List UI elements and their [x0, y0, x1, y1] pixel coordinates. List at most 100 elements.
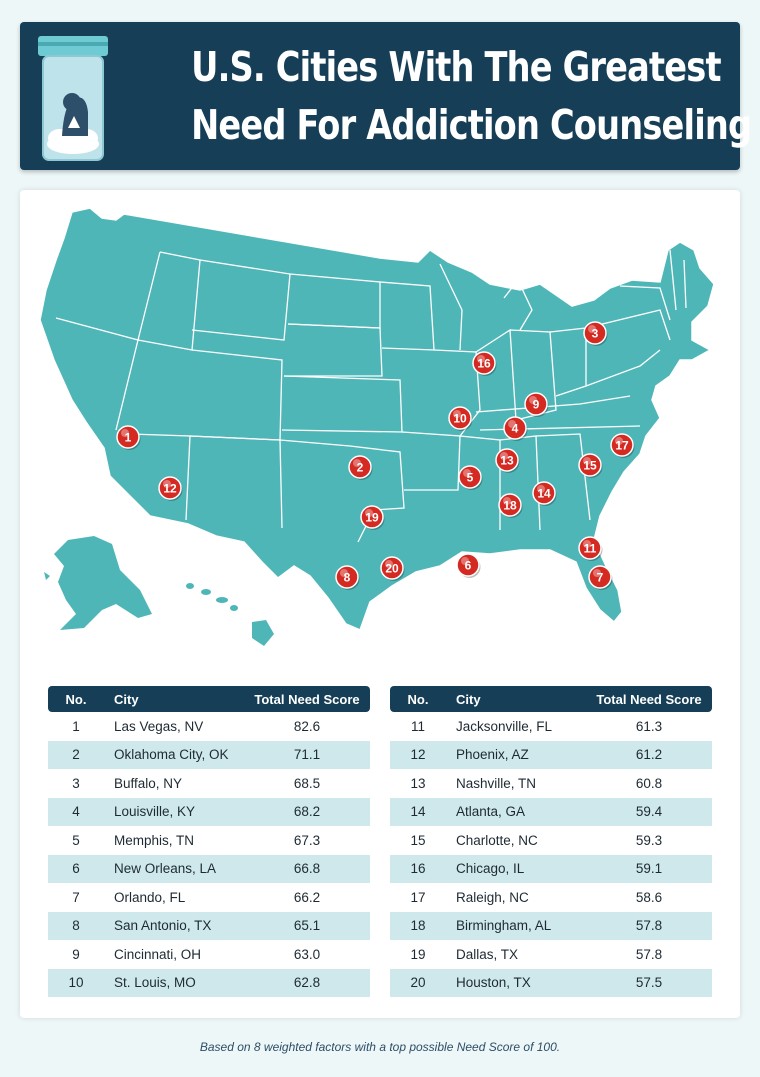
city-cell: Memphis, TN [114, 832, 195, 848]
city-marker: 8 [335, 565, 360, 590]
rank-cell: 11 [410, 718, 425, 734]
score-cell: 57.8 [635, 918, 663, 934]
content-card: 1 2 3 4 5 6 7 8 9 10 11 12 13 14 15 16 17 18 19 20 No. City… [20, 190, 740, 1018]
marker-label: 1 [125, 431, 132, 445]
page-title: U.S. Cities With The Greatest Need For A… [191, 38, 752, 154]
marker-label: 8 [344, 571, 351, 585]
table-row: 3 Buffalo, NY 68.5 [48, 769, 370, 798]
city-marker: 9 [524, 392, 549, 417]
marker-label: 12 [163, 482, 177, 496]
marker-label: 20 [385, 562, 399, 576]
rank-cell: 12 [410, 747, 426, 763]
city-marker: 15 [578, 453, 603, 478]
rank-cell: 13 [410, 775, 426, 791]
rank-cell: 3 [72, 775, 80, 791]
score-cell: 66.8 [293, 861, 321, 877]
city-marker: 11 [578, 536, 603, 561]
marker-label: 7 [597, 571, 604, 585]
table-header: No. City Total Need Score [48, 686, 370, 712]
city-cell: Chicago, IL [456, 861, 525, 877]
marker-label: 5 [467, 471, 474, 485]
score-cell: 68.5 [293, 775, 321, 791]
hawaii-shape [186, 583, 274, 646]
footnote: Based on 8 weighted factors with a top p… [199, 1040, 561, 1054]
table-row: 17 Raleigh, NC 58.6 [390, 883, 712, 912]
city-cell: Oklahoma City, OK [114, 747, 229, 763]
score-cell: 71.1 [293, 747, 321, 763]
city-cell: Raleigh, NC [456, 889, 529, 905]
table-row: 19 Dallas, TX 57.8 [390, 940, 712, 969]
city-cell: Buffalo, NY [114, 775, 183, 791]
score-cell: 66.2 [293, 889, 321, 905]
city-cell: Charlotte, NC [456, 832, 538, 848]
rank-cell: 5 [72, 832, 80, 848]
rank-cell: 6 [72, 861, 80, 877]
table-row: 5 Memphis, TN 67.3 [48, 826, 370, 855]
rank-cell: 10 [68, 975, 84, 991]
table-row: 18 Birmingham, AL 57.8 [390, 911, 712, 940]
rank-cell: 17 [410, 889, 426, 905]
table-row: 10 St. Louis, MO 62.8 [48, 968, 370, 997]
marker-label: 11 [584, 542, 597, 556]
header-no: No. [407, 691, 429, 707]
city-marker: 14 [532, 481, 557, 506]
city-cell: Las Vegas, NV [114, 718, 204, 734]
city-marker: 4 [503, 416, 528, 441]
marker-label: 10 [453, 412, 467, 426]
marker-label: 14 [537, 487, 551, 501]
rank-cell: 4 [72, 804, 80, 820]
city-cell: Louisville, KY [114, 804, 196, 820]
score-cell: 61.2 [635, 747, 663, 763]
score-cell: 62.8 [293, 975, 321, 991]
header-city: City [456, 691, 481, 707]
title-banner: U.S. Cities With The Greatest Need For A… [20, 22, 752, 170]
city-marker: 19 [360, 505, 385, 530]
marker-label: 18 [503, 499, 517, 513]
rank-cell: 20 [410, 975, 426, 991]
marker-label: 3 [592, 327, 599, 341]
title-line-2: Need For Addiction Counseling [191, 101, 752, 149]
marker-label: 19 [365, 511, 379, 525]
score-cell: 59.3 [635, 832, 663, 848]
rank-cell: 18 [410, 918, 426, 934]
header-score: Total Need Score [254, 691, 360, 707]
city-marker: 7 [588, 565, 613, 590]
city-marker: 10 [448, 406, 473, 431]
city-cell: Nashville, TN [456, 775, 537, 791]
score-cell: 58.6 [635, 889, 663, 905]
score-cell: 68.2 [293, 804, 321, 820]
marker-label: 16 [477, 357, 491, 371]
city-marker: 20 [380, 556, 405, 581]
score-cell: 82.6 [293, 718, 321, 734]
rank-cell: 8 [72, 918, 80, 934]
marker-label: 15 [583, 459, 597, 473]
table-row: 20 Houston, TX 57.5 [390, 968, 712, 997]
city-marker: 5 [458, 465, 483, 490]
table-row: 14 Atlanta, GA 59.4 [390, 797, 712, 826]
table-row: 13 Nashville, TN 60.8 [390, 769, 712, 798]
city-marker: 3 [583, 321, 608, 346]
table-row: 15 Charlotte, NC 59.3 [390, 826, 712, 855]
score-cell: 63.0 [293, 946, 321, 962]
rank-cell: 1 [72, 718, 80, 734]
city-cell: Dallas, TX [456, 946, 519, 962]
city-marker: 13 [495, 448, 520, 473]
rank-cell: 15 [410, 832, 426, 848]
score-cell: 57.5 [635, 975, 663, 991]
us-mainland-shape [39, 207, 715, 632]
rankings-table-left: No. City Total Need Score 1 Las Vegas, NV… [48, 686, 370, 997]
rank-cell: 14 [410, 804, 426, 820]
marker-label: 4 [512, 422, 519, 436]
table-row: 6 New Orleans, LA 66.8 [48, 854, 370, 883]
marker-label: 17 [615, 439, 629, 453]
rank-cell: 19 [410, 946, 426, 962]
rankings-table-right: No. City Total Need Score 11 Jacksonville… [390, 686, 712, 997]
city-cell: New Orleans, LA [114, 861, 217, 877]
score-cell: 57.8 [635, 946, 663, 962]
score-cell: 67.3 [293, 832, 321, 848]
city-cell: Jacksonville, FL [456, 718, 553, 734]
table-row: 4 Louisville, KY 68.2 [48, 797, 370, 826]
marker-label: 6 [465, 559, 472, 573]
table-row: 11 Jacksonville, FL 61.3 [390, 712, 712, 741]
